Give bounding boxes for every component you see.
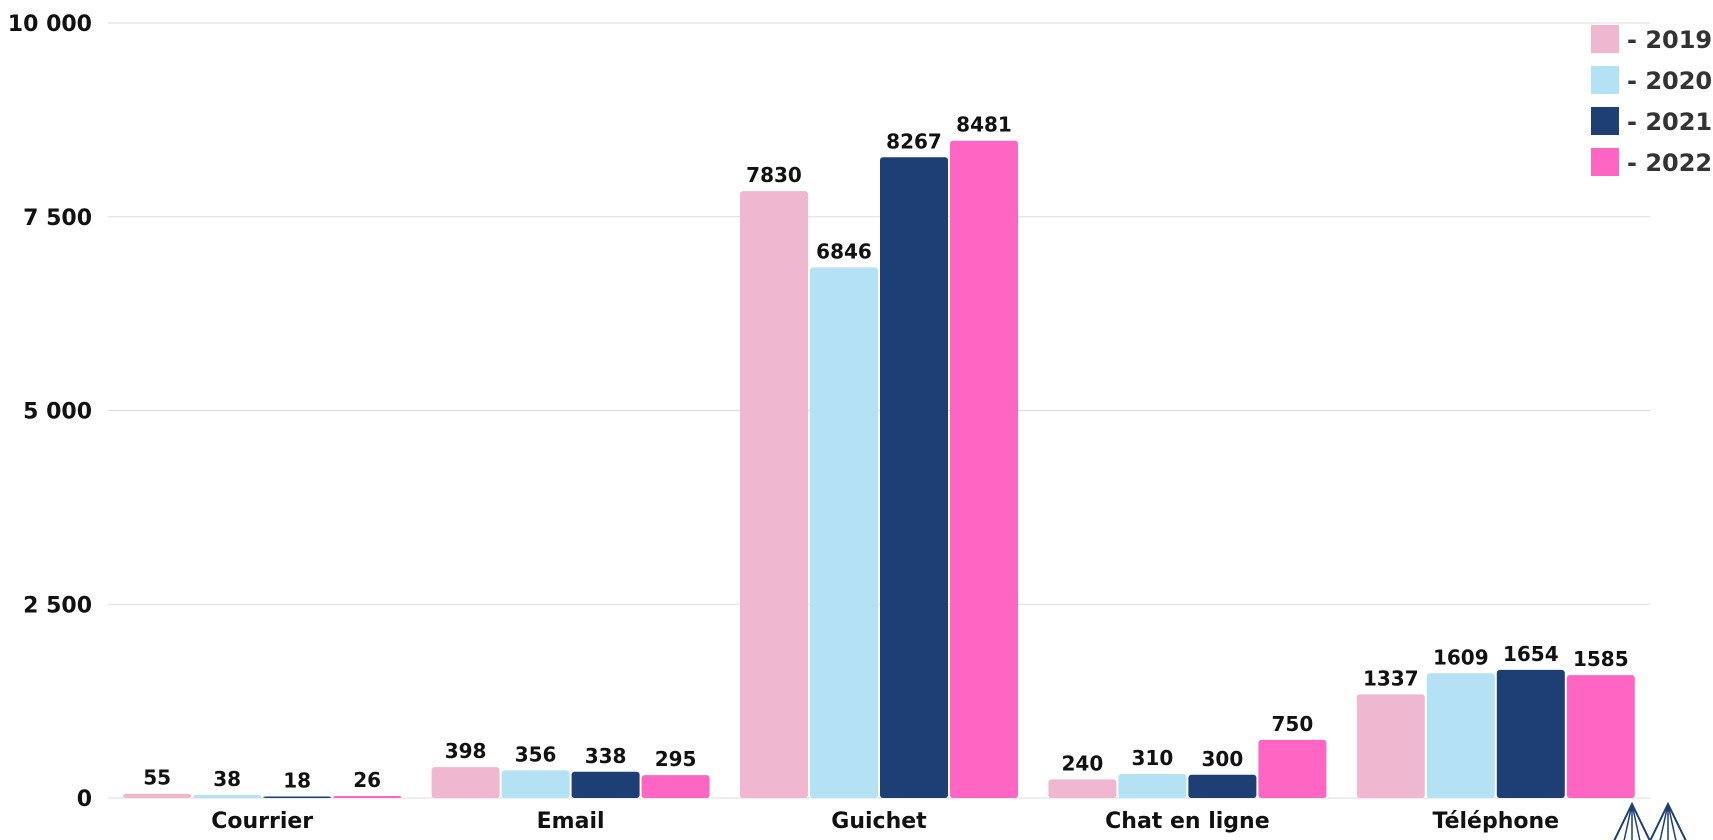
bar [501, 770, 570, 798]
data-label: 300 [1202, 747, 1244, 771]
bar [1566, 675, 1635, 798]
bar [950, 140, 1018, 798]
data-labels: 55 38 18 26 398 356 338 295 7830 6846 8267 8481 240 3… [143, 113, 1628, 793]
bar [263, 796, 332, 798]
data-label: 18 [283, 769, 311, 793]
y-tick-label: 2 500 [23, 593, 92, 618]
y-tick-label: 5 000 [23, 400, 92, 425]
legend-swatch [1591, 66, 1619, 94]
data-label: 55 [143, 766, 171, 790]
x-category-label: Téléphone [1433, 809, 1560, 834]
legend-label: - 2019 [1627, 26, 1712, 54]
data-label: 1585 [1573, 647, 1629, 671]
y-tick-label: 10 000 [8, 12, 92, 37]
legend-swatch [1591, 25, 1619, 53]
bar [810, 267, 878, 798]
legend-label: - 2021 [1627, 108, 1712, 136]
bar [571, 771, 640, 798]
legend-label: - 2022 [1627, 149, 1712, 177]
bar [193, 795, 262, 798]
data-label: 26 [353, 768, 381, 792]
legend-swatch [1591, 107, 1619, 135]
y-tick-label: 7 500 [23, 206, 92, 231]
data-label: 240 [1062, 751, 1104, 775]
bar [1258, 739, 1327, 798]
data-label: 7830 [746, 163, 802, 187]
data-label: 310 [1132, 746, 1174, 770]
tent-logo-icon [1613, 801, 1687, 840]
data-label: 295 [655, 747, 697, 771]
y-axis-ticks: 0 2 500 5 000 7 500 10 000 [8, 12, 92, 812]
data-label: 750 [1272, 712, 1314, 736]
bar [1356, 694, 1425, 798]
data-label: 1609 [1433, 645, 1489, 669]
gridlines [108, 22, 1650, 799]
data-label: 38 [213, 767, 241, 791]
x-category-label: Guichet [831, 809, 927, 834]
bar [880, 157, 948, 798]
bars [123, 140, 1635, 799]
bar [1188, 774, 1257, 798]
x-axis-categories: Courrier Email Guichet Chat en ligne Télépho… [211, 809, 1559, 834]
bar [1426, 673, 1495, 798]
bar [1118, 773, 1187, 798]
data-label: 1337 [1363, 666, 1419, 690]
bar [333, 795, 402, 798]
x-category-label: Courrier [211, 809, 313, 834]
data-label: 8481 [956, 113, 1012, 137]
x-category-label: Email [537, 809, 605, 834]
data-label: 338 [585, 744, 627, 768]
legend-swatch [1591, 148, 1619, 176]
x-category-label: Chat en ligne [1105, 809, 1269, 834]
legend-label: - 2020 [1627, 67, 1712, 95]
bar [641, 775, 710, 798]
y-tick-label: 0 [77, 787, 92, 812]
bar [1048, 779, 1117, 798]
bar [431, 767, 500, 798]
bar [740, 191, 808, 799]
bar [123, 793, 192, 798]
data-label: 6846 [816, 239, 872, 263]
bar [1496, 669, 1565, 798]
legend: - 2019 - 2020 - 2021 - 2022 [1591, 25, 1712, 177]
data-label: 398 [445, 739, 487, 763]
data-label: 356 [515, 742, 557, 766]
data-label: 1654 [1503, 642, 1559, 666]
data-label: 8267 [886, 129, 942, 153]
